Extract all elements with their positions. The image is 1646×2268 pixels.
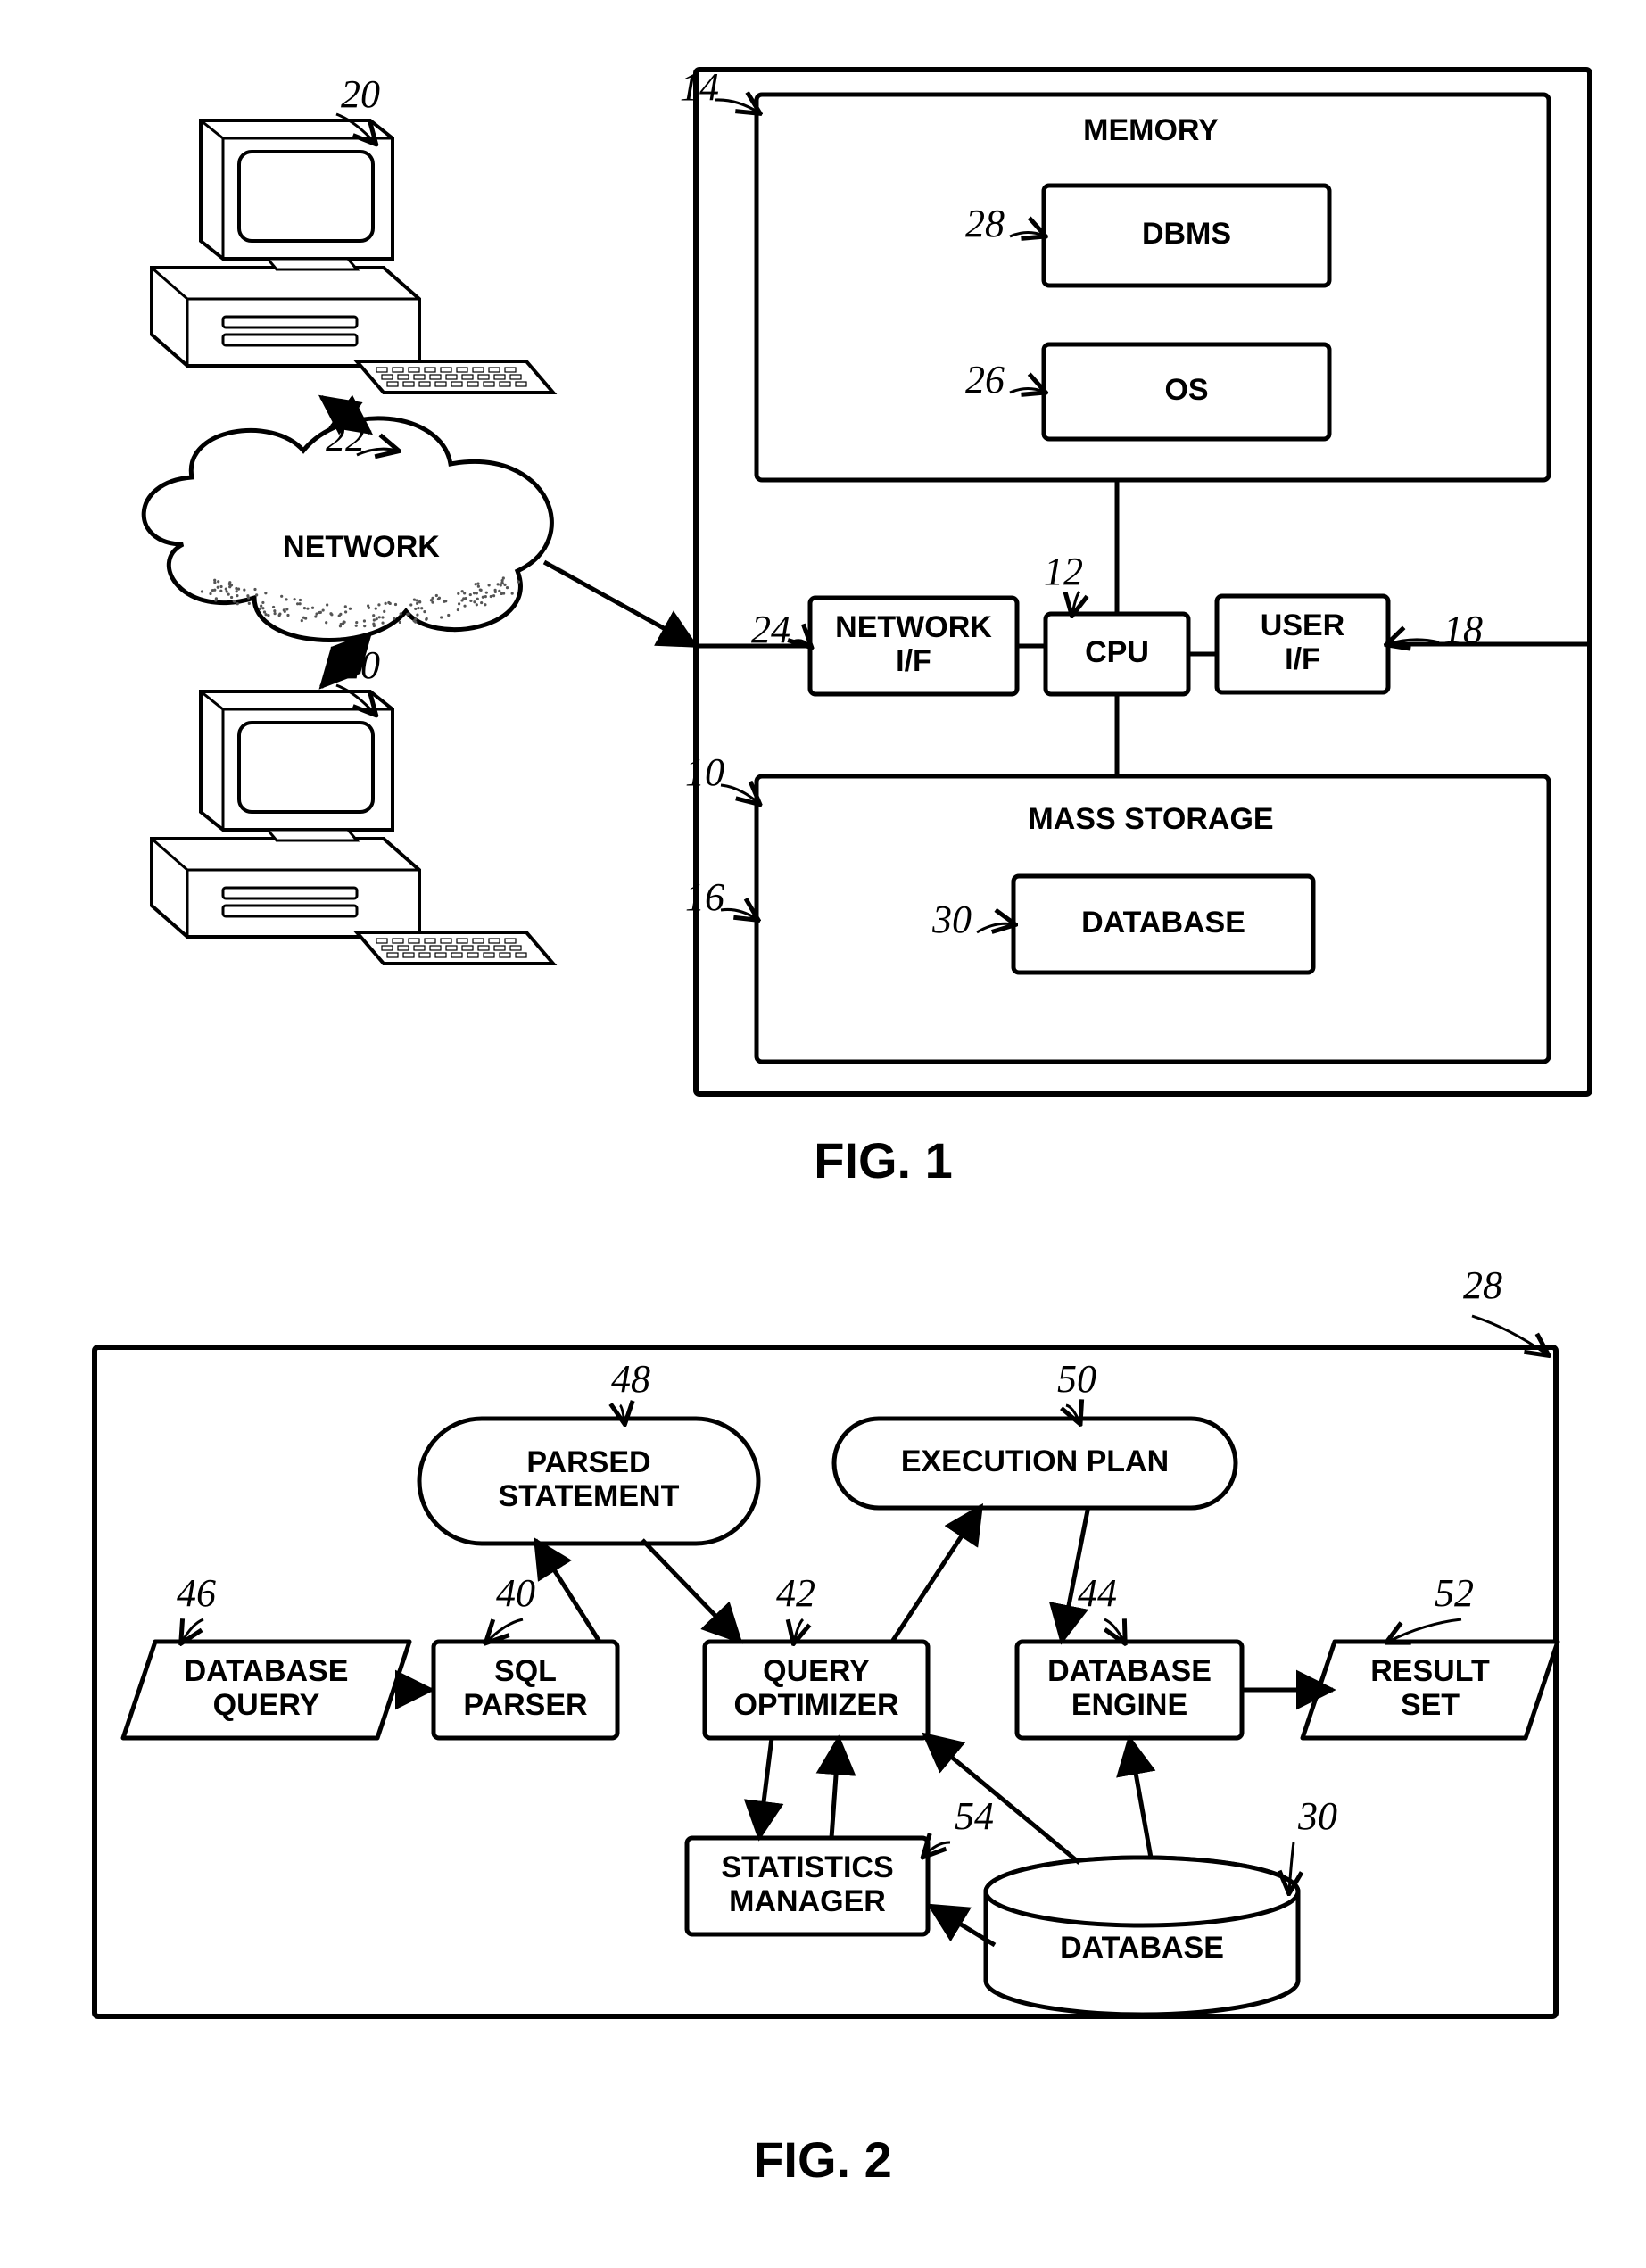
svg-text:I/F: I/F [896, 644, 931, 678]
svg-text:12: 12 [1044, 550, 1083, 593]
svg-text:USER: USER [1261, 608, 1344, 642]
svg-text:STATISTICS: STATISTICS [721, 1850, 893, 1884]
svg-text:28: 28 [1463, 1263, 1502, 1307]
svg-text:OS: OS [1164, 373, 1208, 407]
svg-text:28: 28 [965, 202, 1005, 245]
svg-text:CPU: CPU [1085, 635, 1149, 669]
svg-text:NETWORK: NETWORK [283, 530, 440, 564]
svg-text:18: 18 [1443, 608, 1483, 651]
svg-text:52: 52 [1435, 1571, 1474, 1615]
svg-text:OPTIMIZER: OPTIMIZER [733, 1688, 898, 1722]
svg-text:DATABASE: DATABASE [1081, 906, 1245, 939]
svg-text:SET: SET [1401, 1688, 1460, 1722]
svg-text:DATABASE: DATABASE [1060, 1931, 1224, 1965]
svg-text:24: 24 [751, 608, 790, 651]
svg-text:FIG. 2: FIG. 2 [753, 2131, 892, 2188]
svg-text:SQL: SQL [494, 1654, 557, 1688]
svg-text:FIG. 1: FIG. 1 [814, 1132, 953, 1188]
svg-text:DBMS: DBMS [1142, 217, 1231, 251]
svg-text:30: 30 [1297, 1794, 1337, 1838]
svg-text:QUERY: QUERY [763, 1654, 870, 1688]
svg-text:NETWORK: NETWORK [835, 610, 992, 644]
svg-text:50: 50 [1057, 1357, 1096, 1401]
svg-text:MEMORY: MEMORY [1083, 113, 1219, 147]
svg-text:DATABASE: DATABASE [185, 1654, 349, 1688]
svg-text:ENGINE: ENGINE [1071, 1688, 1187, 1722]
svg-text:MANAGER: MANAGER [729, 1884, 886, 1918]
svg-text:44: 44 [1078, 1571, 1117, 1615]
svg-text:20: 20 [341, 72, 380, 116]
svg-text:10: 10 [685, 750, 724, 794]
svg-text:QUERY: QUERY [213, 1688, 320, 1722]
svg-text:EXECUTION PLAN: EXECUTION PLAN [901, 1444, 1169, 1478]
svg-text:16: 16 [685, 875, 724, 919]
svg-text:PARSED: PARSED [526, 1445, 650, 1479]
svg-text:DATABASE: DATABASE [1047, 1654, 1212, 1688]
svg-text:48: 48 [611, 1357, 650, 1401]
svg-text:STATEMENT: STATEMENT [499, 1479, 680, 1513]
svg-text:26: 26 [965, 358, 1005, 401]
svg-text:40: 40 [496, 1571, 535, 1615]
svg-text:MASS STORAGE: MASS STORAGE [1028, 802, 1273, 836]
svg-text:I/F: I/F [1285, 642, 1320, 676]
svg-text:PARSER: PARSER [463, 1688, 587, 1722]
svg-text:20: 20 [341, 643, 380, 687]
svg-text:30: 30 [931, 898, 972, 941]
svg-text:42: 42 [776, 1571, 815, 1615]
svg-text:46: 46 [177, 1571, 216, 1615]
svg-text:14: 14 [680, 65, 719, 109]
svg-text:RESULT: RESULT [1370, 1654, 1490, 1688]
svg-text:54: 54 [955, 1794, 994, 1838]
diagram-svg: MEMORYDBMSOSNETWORKI/FCPUUSERI/FMASS STO… [0, 0, 1646, 2268]
